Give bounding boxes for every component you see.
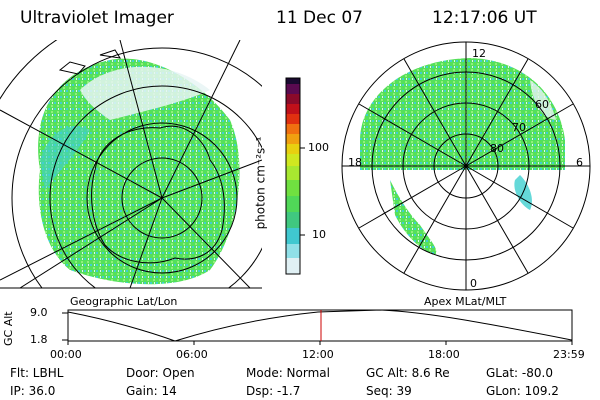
dsp-status: Dsp: -1.7 [246, 384, 301, 398]
colorbar-label: photon cm⁻²s⁻¹ [253, 136, 268, 230]
colorbar [285, 77, 305, 275]
mlt-label-6: 6 [576, 156, 583, 169]
orbit-xtick-1800: 18:00 [428, 348, 460, 361]
orbit-ytick-max: 9.0 [30, 306, 48, 319]
glon-status: GLon: 109.2 [486, 384, 559, 398]
mlat-label-70: 70 [512, 121, 526, 134]
gc-alt-status: GC Alt: 8.6 Re [366, 366, 450, 380]
glat-status: GLat: -80.0 [486, 366, 553, 380]
colorbar-tick-10: 10 [312, 228, 326, 241]
mlat-label-60: 60 [535, 98, 549, 111]
instrument-title: Ultraviolet Imager [20, 8, 174, 28]
orbit-xtick-0600: 06:00 [176, 348, 208, 361]
mlt-label-12: 12 [472, 47, 486, 60]
orbit-xtick-1200: 12:00 [302, 348, 334, 361]
orbit-ylabel: GC Alt [2, 311, 15, 346]
orbit-ytick-min: 1.8 [30, 333, 48, 346]
polar-grid [341, 41, 591, 291]
ip-status: IP: 36.0 [10, 384, 56, 398]
mlat-label-80: 80 [490, 142, 504, 155]
mlt-label-18: 18 [348, 156, 362, 169]
geographic-image [0, 40, 262, 288]
orbit-xtick-2359: 23:59 [553, 348, 585, 361]
time-label: 12:17:06 UT [432, 8, 537, 28]
geographic-caption: Geographic Lat/Lon [70, 295, 178, 308]
door-status: Door: Open [126, 366, 195, 380]
mode-status: Mode: Normal [246, 366, 330, 380]
apex-caption: Apex MLat/MLT [424, 295, 507, 308]
orbit-xtick-0000: 00:00 [50, 348, 82, 361]
gain-status: Gain: 14 [126, 384, 177, 398]
colorbar-tick-100: 100 [308, 141, 329, 154]
mlt-label-0: 0 [470, 277, 477, 290]
seq-status: Seq: 39 [366, 384, 412, 398]
date-label: 11 Dec 07 [276, 8, 363, 28]
orbit-plot [62, 309, 573, 345]
filter-status: Flt: LBHL [10, 366, 64, 380]
mlat-mlt-image [360, 58, 565, 255]
